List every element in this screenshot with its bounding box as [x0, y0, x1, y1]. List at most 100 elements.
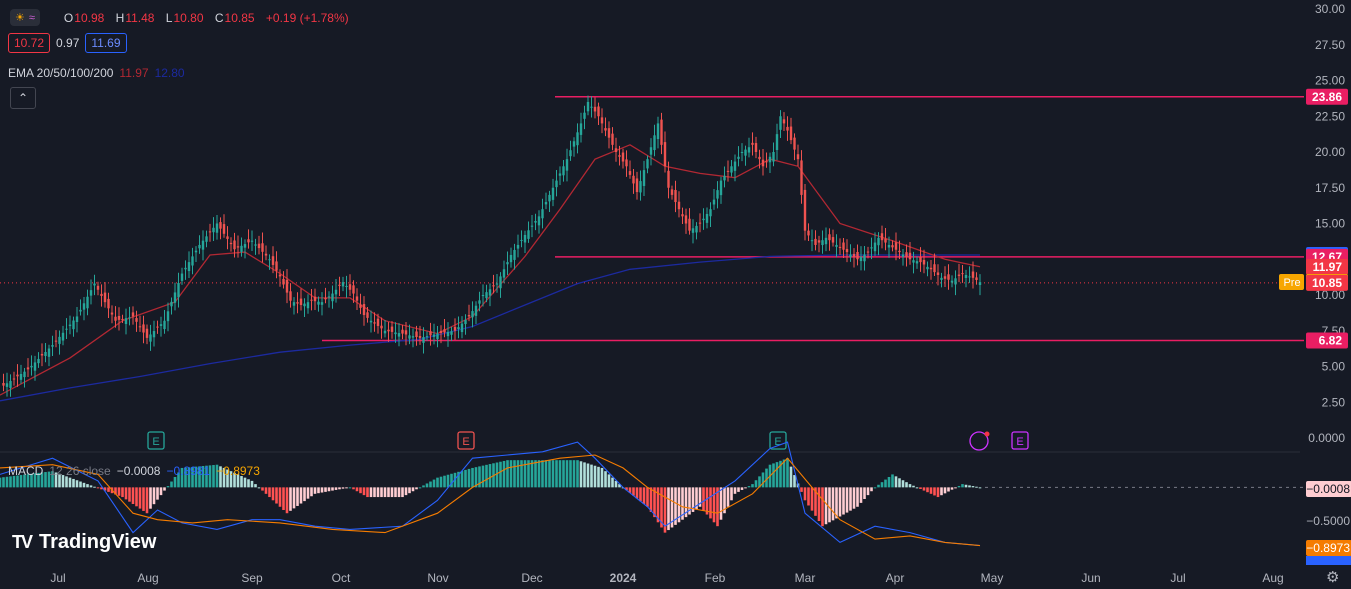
macd-histogram-bar [803, 487, 807, 501]
candle-body [362, 304, 366, 316]
earnings-marker-label: E [462, 436, 469, 448]
macd-histogram-bar [828, 487, 831, 523]
candle-body [565, 159, 569, 171]
macd-histogram-bar [523, 460, 527, 488]
macd-histogram-bar [929, 487, 933, 494]
settings-gear-icon[interactable]: ⚙ [1326, 569, 1340, 586]
candle-body [859, 256, 863, 262]
macd-histogram-bar [2, 477, 5, 488]
candle-body [898, 250, 901, 253]
candle-body [5, 383, 9, 387]
candle-body [670, 189, 674, 195]
price-axis-tick: 2.50 [1322, 395, 1346, 409]
candle-body [198, 244, 201, 249]
candle-body [789, 126, 793, 141]
candle-body [590, 106, 593, 108]
macd-histogram-bar [597, 466, 600, 488]
candle-body [82, 303, 86, 310]
collapse-legend-button[interactable]: ⌃ [10, 87, 36, 109]
macd-histogram-bar [653, 487, 656, 518]
candle-body [786, 126, 789, 131]
macd-histogram-bar [915, 487, 919, 489]
candle-body [737, 156, 740, 159]
macd-histogram-bar [527, 460, 530, 488]
macd-histogram-bar [44, 472, 47, 488]
candle-body [730, 166, 733, 173]
candle-body [212, 227, 215, 233]
macd-histogram-bar [149, 487, 152, 509]
macd-histogram-bar [516, 460, 520, 488]
macd-histogram-bar [936, 487, 940, 498]
price-mark-label: 23.86 [1312, 90, 1342, 104]
candle-body [201, 240, 205, 250]
candle-body [520, 239, 523, 241]
macd-histogram-bar [313, 487, 317, 494]
tradingview-logo[interactable]: TV TradingView [12, 531, 156, 554]
wave-icon: ≈ [28, 11, 35, 24]
candle-body [327, 296, 331, 298]
candle-body [947, 274, 950, 280]
macd-histogram-bar [436, 477, 439, 488]
macd-histogram-bar [471, 467, 474, 488]
macd-histogram-bar [229, 471, 233, 488]
macd-histogram-value: −0.0008 [116, 464, 161, 478]
candle-body [562, 166, 565, 176]
candle-body [383, 330, 387, 334]
macd-histogram-bar [254, 484, 257, 488]
macd-histogram-bar [117, 487, 121, 496]
macd-histogram-bar [439, 476, 443, 488]
macd-histogram-bar [485, 464, 488, 488]
candle-body [324, 297, 327, 300]
macd-histogram-bar [782, 459, 786, 488]
candle-body [884, 238, 887, 243]
macd-histogram-bar [499, 461, 502, 488]
macd-histogram-bar [691, 487, 695, 512]
macd-histogram-bar [600, 467, 604, 488]
macd-axis-mark-bg [1306, 540, 1351, 556]
macd-histogram-bar [121, 487, 124, 498]
candle-body [334, 289, 338, 295]
macd-histogram-bar [625, 487, 628, 491]
macd-histogram-bar [114, 487, 117, 495]
candle-body [807, 230, 810, 236]
candle-body [653, 135, 656, 151]
price-axis-tick: 20.00 [1315, 145, 1345, 159]
ema-fast-line [0, 144, 981, 396]
macd-histogram-bar [586, 463, 590, 488]
ema-name: EMA 20/50/100/200 [8, 66, 114, 80]
symbol-badge[interactable]: ☀ ≈ [10, 9, 40, 26]
macd-legend[interactable]: MACD 12 26 close −0.0008 −0.8981 −0.8973 [8, 464, 260, 478]
time-axis-tick: Dec [521, 571, 542, 585]
macd-histogram-bar [866, 487, 870, 496]
candle-body [523, 234, 527, 243]
candle-body [51, 345, 54, 347]
candle-body [642, 170, 646, 186]
candle-body [604, 128, 607, 131]
macd-histogram-bar [502, 460, 506, 488]
macd-histogram-bar [450, 473, 453, 488]
candle-body [474, 305, 478, 316]
macd-histogram-bar [443, 475, 446, 488]
candle-body [912, 260, 915, 263]
candle-body [401, 329, 404, 334]
candle-body [422, 337, 425, 343]
candle-body [772, 152, 775, 162]
candle-body [835, 244, 838, 247]
macd-histogram-bar [593, 465, 597, 488]
macd-histogram-bar [198, 466, 201, 488]
ask-price[interactable]: 11.69 [85, 33, 127, 53]
macd-histogram-bar [481, 465, 485, 488]
time-axis-tick: 2024 [610, 571, 637, 585]
candle-body [922, 259, 926, 265]
candle-body [397, 333, 401, 337]
candle-body [471, 311, 474, 318]
macd-histogram-bar [681, 487, 684, 520]
legend-ohlc-row: ☀ ≈ O10.98 H11.48 L10.80 C10.85 +0.19 (+… [10, 9, 349, 26]
candle-body [943, 276, 947, 279]
ema-legend[interactable]: EMA 20/50/100/200 11.97 12.80 [8, 66, 185, 80]
bid-price[interactable]: 10.72 [8, 33, 51, 53]
macd-name: MACD [8, 464, 44, 478]
candle-body [107, 298, 110, 309]
macd-histogram-bar [873, 487, 877, 489]
